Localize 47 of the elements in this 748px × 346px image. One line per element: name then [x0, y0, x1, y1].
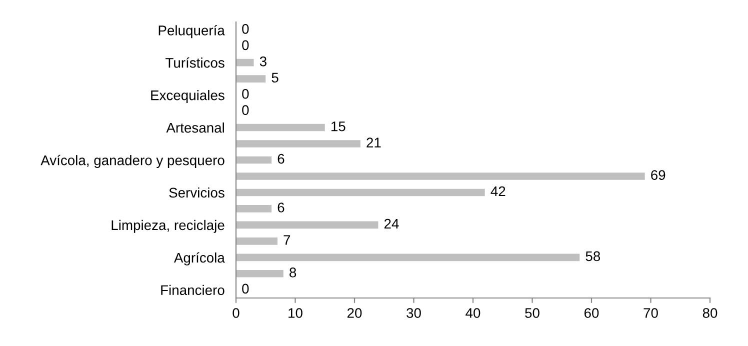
data-label: 0 — [242, 284, 249, 294]
data-label: 42 — [490, 186, 506, 196]
x-tick-label: 50 — [525, 308, 540, 318]
x-tick-label: 80 — [702, 308, 718, 318]
data-label: 0 — [242, 24, 249, 34]
bar — [236, 270, 284, 278]
bar — [236, 254, 580, 262]
data-label: 58 — [586, 251, 600, 262]
bar — [236, 124, 325, 132]
data-label: 3 — [260, 56, 266, 66]
x-tick-label: 30 — [406, 308, 421, 318]
bar — [236, 188, 485, 196]
x-tick-label: 70 — [644, 308, 658, 318]
x-tick-label: 60 — [584, 308, 599, 318]
data-label: 0 — [242, 88, 249, 99]
bar — [236, 58, 254, 66]
bar — [236, 75, 266, 82]
y-tick-label: Financiero — [161, 284, 224, 296]
bar — [236, 140, 360, 148]
x-tick-label: 10 — [288, 308, 302, 318]
y-tick-label: Agrícola — [174, 252, 225, 266]
data-label: 7 — [284, 235, 290, 245]
x-tick-label: 40 — [466, 308, 480, 318]
data-label: 21 — [366, 138, 381, 148]
y-tick-label: Servicios — [169, 187, 224, 198]
y-tick-label: Excequiales — [151, 90, 224, 103]
data-label: 8 — [290, 268, 296, 278]
y-tick-label: Artesanal — [166, 122, 224, 133]
data-label: 24 — [384, 218, 399, 229]
data-label: 0 — [242, 40, 249, 50]
y-tick-label: Avícola, ganadero y pesquero — [40, 154, 224, 168]
data-label: 6 — [278, 154, 284, 164]
bar — [236, 172, 645, 180]
data-label: 69 — [651, 170, 666, 180]
data-label: 6 — [278, 202, 284, 212]
data-label: 15 — [331, 122, 346, 132]
bar — [236, 238, 278, 245]
bar — [236, 205, 272, 212]
data-label: 0 — [242, 105, 249, 116]
data-label: 5 — [272, 72, 278, 83]
bar — [236, 221, 378, 229]
y-tick-label: Peluquería — [158, 25, 225, 38]
x-tick-label: 0 — [232, 308, 240, 318]
y-tick-label: Limpieza, reciclaje — [112, 220, 224, 233]
x-tick-label: 20 — [347, 308, 362, 318]
bar — [236, 156, 272, 164]
y-tick-label: Turísticos — [166, 57, 224, 68]
